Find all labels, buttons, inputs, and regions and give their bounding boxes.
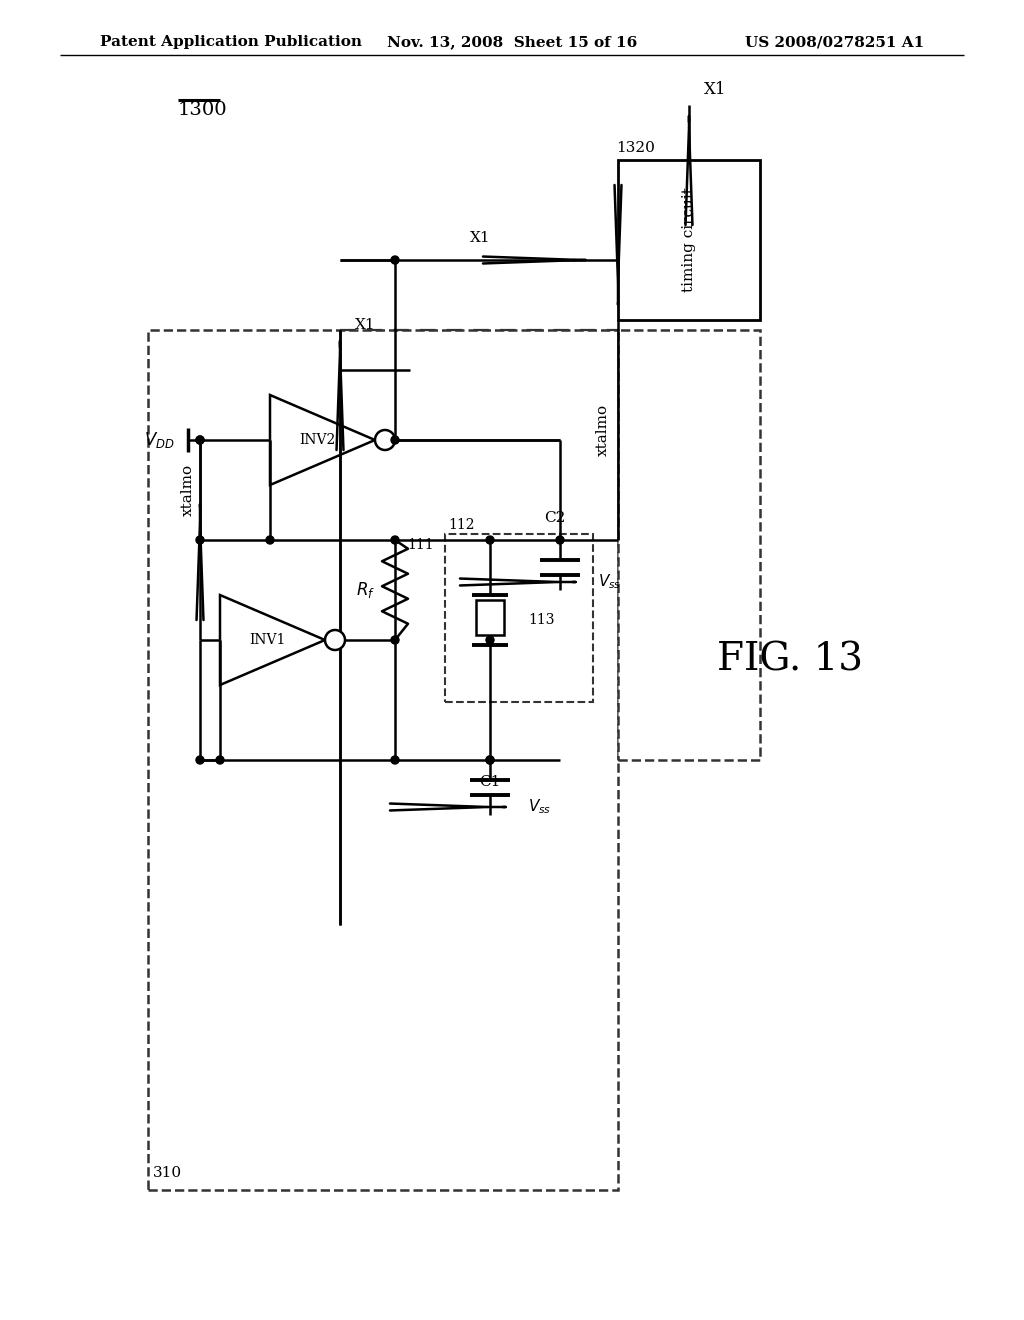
Circle shape [196, 436, 204, 444]
Bar [618, 160, 760, 319]
Text: xtalmo: xtalmo [596, 404, 610, 457]
Circle shape [486, 756, 494, 764]
Bar [476, 601, 504, 635]
Circle shape [486, 536, 494, 544]
Text: 112: 112 [449, 517, 474, 532]
Circle shape [486, 756, 494, 764]
Circle shape [486, 636, 494, 644]
Text: timing circuit: timing circuit [682, 187, 696, 293]
Circle shape [556, 536, 564, 544]
Circle shape [391, 756, 399, 764]
Text: 113: 113 [528, 612, 555, 627]
Text: FIG. 13: FIG. 13 [717, 642, 863, 678]
Text: US 2008/0278251 A1: US 2008/0278251 A1 [744, 36, 924, 49]
Text: $V_{DD}$: $V_{DD}$ [144, 430, 175, 450]
Text: 1300: 1300 [178, 102, 227, 119]
Text: Patent Application Publication: Patent Application Publication [100, 36, 362, 49]
Bar [148, 330, 618, 1191]
Circle shape [266, 536, 274, 544]
Circle shape [325, 630, 345, 649]
Text: $V_{ss}$: $V_{ss}$ [528, 797, 551, 816]
Text: Nov. 13, 2008  Sheet 15 of 16: Nov. 13, 2008 Sheet 15 of 16 [387, 36, 637, 49]
Circle shape [391, 256, 399, 264]
Text: 1320: 1320 [616, 141, 655, 154]
Text: X1: X1 [470, 231, 490, 246]
Circle shape [196, 436, 204, 444]
Circle shape [216, 756, 224, 764]
Circle shape [391, 636, 399, 644]
Circle shape [375, 430, 395, 450]
Circle shape [391, 536, 399, 544]
Bar [618, 330, 760, 760]
Text: xtalmo: xtalmo [181, 463, 195, 516]
Circle shape [196, 756, 204, 764]
Text: 310: 310 [153, 1166, 182, 1180]
Text: INV2: INV2 [299, 433, 335, 447]
Circle shape [196, 536, 204, 544]
Text: $R_f$: $R_f$ [356, 579, 375, 601]
Text: X1: X1 [355, 318, 376, 333]
Text: C2: C2 [545, 511, 565, 525]
Text: C1: C1 [479, 775, 501, 789]
Bar [445, 535, 593, 702]
Text: 111: 111 [407, 539, 433, 552]
Circle shape [391, 436, 399, 444]
Text: X1: X1 [705, 82, 726, 99]
Text: INV1: INV1 [249, 634, 286, 647]
Text: $V_{ss}$: $V_{ss}$ [598, 573, 622, 591]
